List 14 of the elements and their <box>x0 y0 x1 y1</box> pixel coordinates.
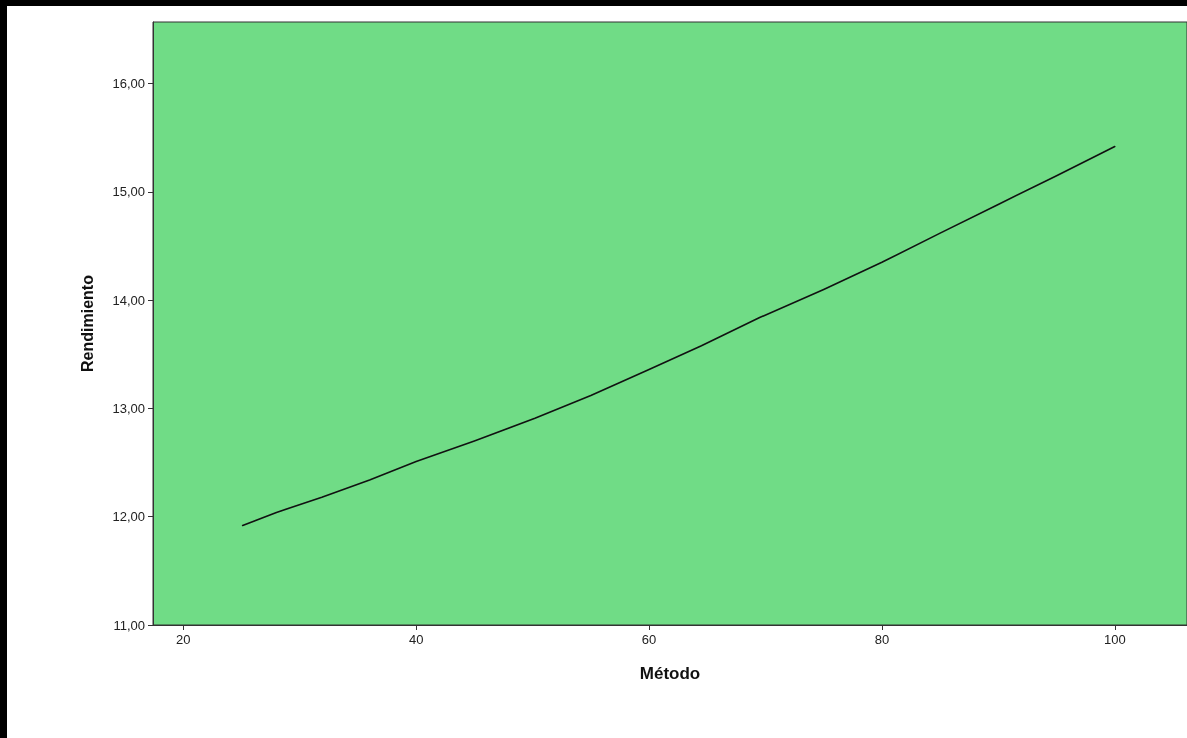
y-tick-label: 12,00 <box>112 509 145 525</box>
x-tick-label: 40 <box>408 632 424 647</box>
line-series <box>241 145 1116 527</box>
y-axis-title: Rendimiento <box>78 274 96 372</box>
x-tick-label: 60 <box>641 632 657 647</box>
x-tick-label: 80 <box>874 632 890 647</box>
y-tick-label: 15,00 <box>112 184 145 200</box>
y-tick-label: 13,00 <box>112 400 145 416</box>
x-tick-label: 100 <box>1103 632 1126 647</box>
x-tick-label: 20 <box>176 632 191 647</box>
y-tick-label: 11,00 <box>113 617 145 633</box>
y-tick-label: 14,00 <box>112 292 145 308</box>
x-axis-title: Método <box>639 664 701 683</box>
y-tick-label: 16,00 <box>112 76 145 92</box>
